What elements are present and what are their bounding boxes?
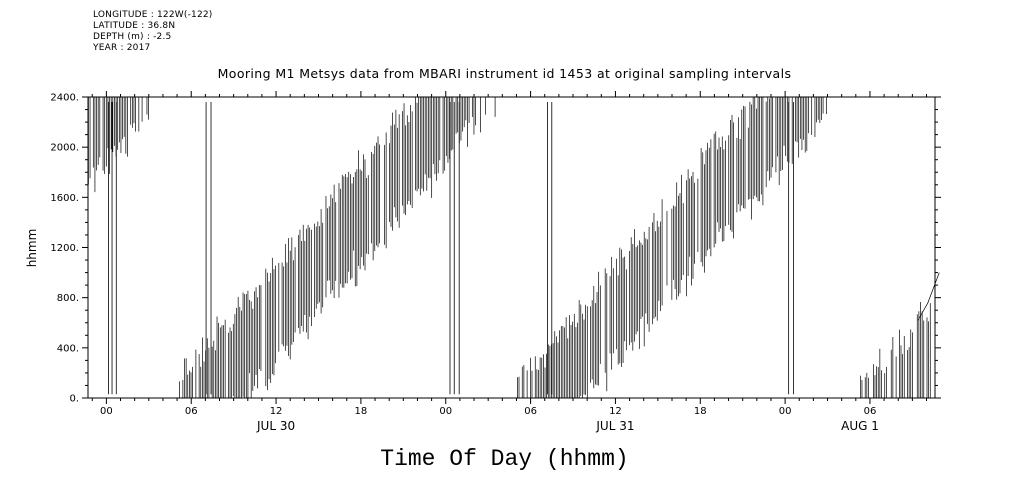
x-tick-label: 06 xyxy=(524,406,537,417)
x-date-label: JUL 31 xyxy=(595,419,634,433)
y-tick-label: 2000. xyxy=(50,143,79,154)
y-tick-label: 0. xyxy=(69,394,79,405)
axis-ticks xyxy=(82,91,941,404)
metadata-block: LONGITUDE : 122W(-122) LATITUDE : 36.8N … xyxy=(93,10,213,54)
tail-line xyxy=(917,272,940,321)
x-tick-label: 00 xyxy=(439,406,452,417)
chart-title: Mooring M1 Metsys data from MBARI instru… xyxy=(217,66,792,81)
x-tick-label: 12 xyxy=(270,406,283,417)
plot-border xyxy=(87,96,936,399)
data-strokes xyxy=(88,97,940,398)
y-tick-label: 2400. xyxy=(50,93,79,104)
x-tick-label: 00 xyxy=(100,406,113,417)
y-tick-label: 1600. xyxy=(50,193,79,204)
x-tick-label: 06 xyxy=(185,406,198,417)
x-tick-label: 12 xyxy=(609,406,622,417)
x-tick-label: 06 xyxy=(864,406,877,417)
y-tick-label: 1200. xyxy=(50,243,79,254)
x-date-label: JUL 30 xyxy=(256,419,295,433)
metadata-longitude: LONGITUDE : 122W(-122) xyxy=(93,10,213,20)
metadata-depth: DEPTH (m) : -2.5 xyxy=(93,32,172,42)
metadata-year: YEAR : 2017 xyxy=(93,43,151,53)
x-date-label: AUG 1 xyxy=(841,419,879,433)
y-tick-label: 400. xyxy=(57,343,79,354)
x-tick-label: 18 xyxy=(355,406,368,417)
x-tick-label: 18 xyxy=(694,406,707,417)
y-axis-title: hhmm xyxy=(25,228,39,268)
metadata-latitude: LATITUDE : 36.8N xyxy=(93,21,176,31)
axis-labels: 00 06 12 18 00 06 12 18 00 06 0. 400. 800. 1200. 1600.… xyxy=(50,93,879,434)
y-tick-label: 800. xyxy=(57,293,79,304)
x-tick-label: 00 xyxy=(779,406,792,417)
x-axis-title: Time Of Day (hhmm) xyxy=(380,446,629,472)
